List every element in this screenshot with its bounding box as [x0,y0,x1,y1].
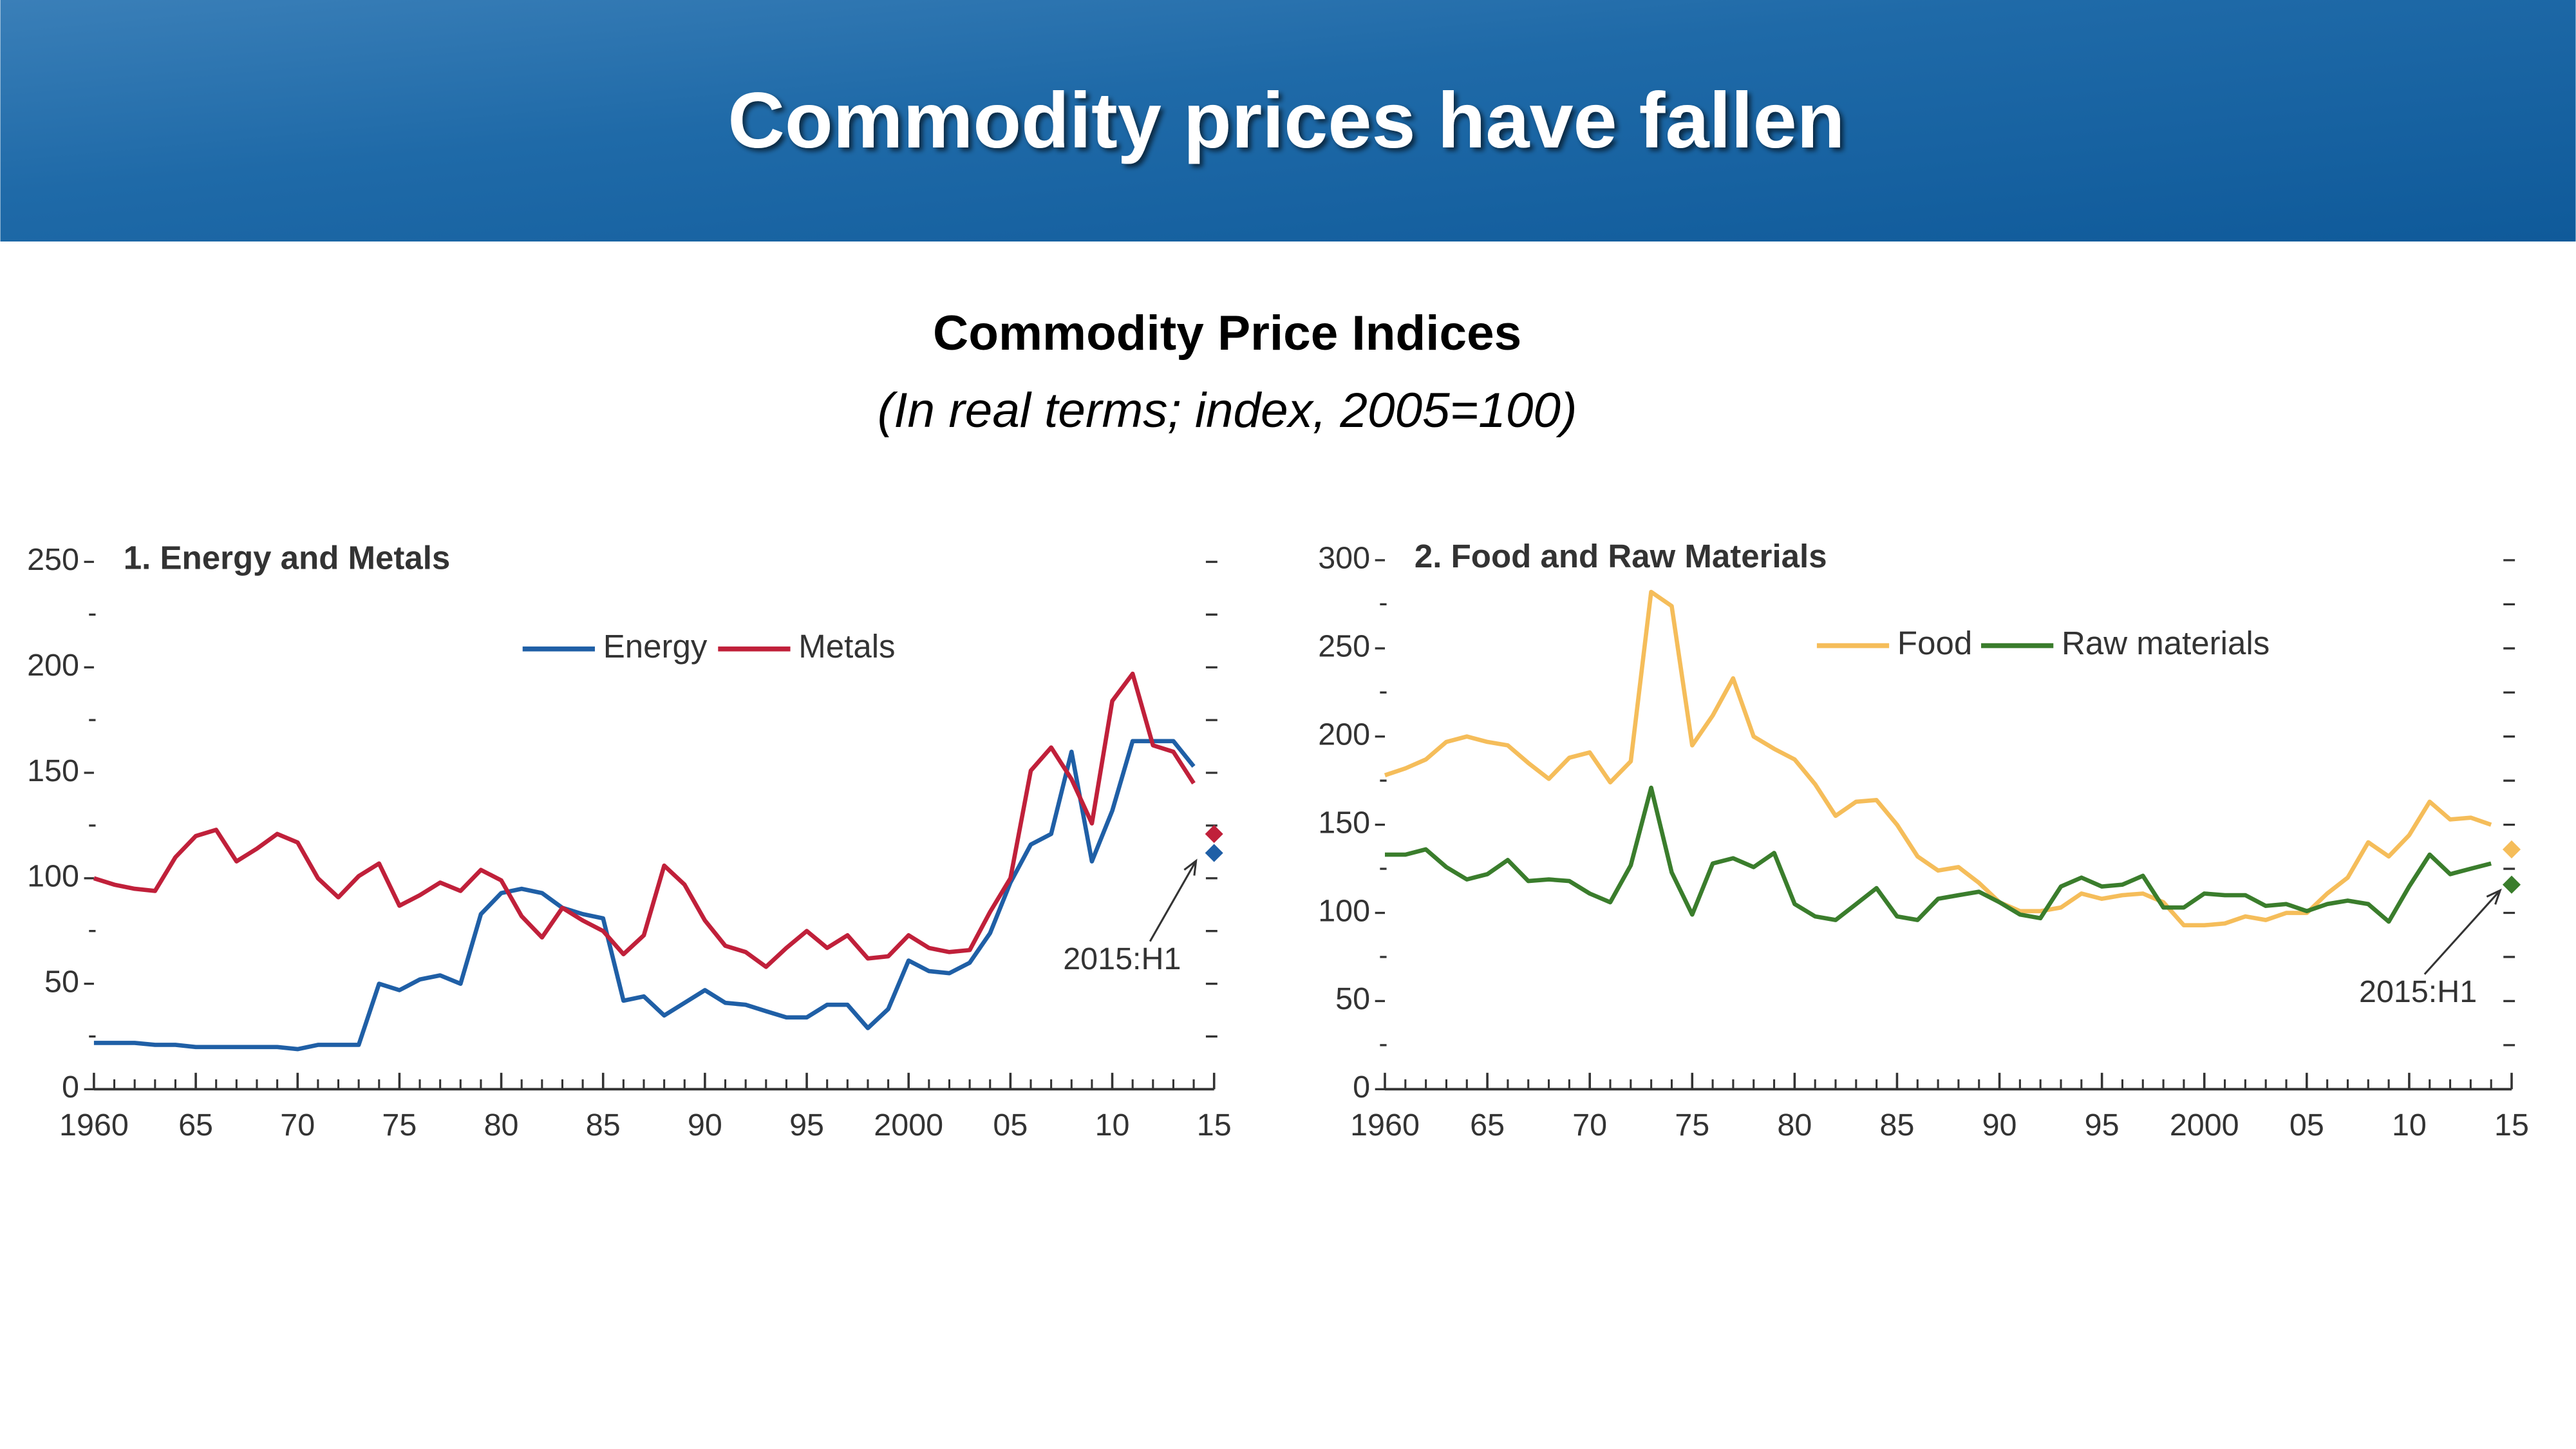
x-tick-label: 75 [1675,1108,1709,1142]
h1-marker [2502,875,2521,894]
x-tick-label: 65 [1470,1108,1505,1142]
x-tick-label: 80 [1777,1108,1812,1142]
line-series [93,671,1196,969]
y-tick-label: 0 [62,1070,79,1104]
y-tick-label: 50 [1335,981,1370,1016]
chart-subtitle: (In real terms; index, 2005=100) [878,383,1577,438]
x-tick-label: 85 [586,1108,621,1142]
x-tick-label: 70 [1572,1108,1607,1142]
y-tick-label: 150 [1318,805,1370,840]
legend-label: Energy [603,628,708,665]
y-tick-label: 0 [1353,1070,1370,1104]
y-tick-label: 300 [1318,541,1370,576]
x-tick-label: 15 [2494,1108,2529,1142]
y-tick-label: 200 [1318,717,1370,752]
annotation: 2015:H1 [1063,942,1181,976]
x-tick-label: 2000 [874,1108,943,1142]
x-tick-label: 2000 [2170,1108,2239,1142]
panel-title: 1. Energy and Metals [124,539,450,576]
h1-marker [2502,840,2521,858]
x-tick-label: 15 [1197,1108,1232,1142]
x-tick-label: 05 [2289,1108,2324,1142]
y-tick-label: 250 [27,542,79,577]
x-tick-label: 75 [382,1108,417,1142]
h1-marker [1205,824,1223,844]
line-series [1385,785,2492,924]
y-tick-label: 100 [1318,893,1370,928]
x-tick-label: 1960 [1350,1108,1420,1142]
legend-label: Food [1897,625,1972,661]
y-tick-label: 50 [44,964,79,999]
x-tick-label: 95 [789,1108,824,1142]
x-tick-label: 10 [1095,1108,1130,1142]
x-tick-label: 1960 [59,1108,129,1142]
x-tick-label: 10 [2392,1108,2427,1142]
line-series [93,739,1196,1052]
legend-label: Raw materials [2062,625,2270,661]
banner [0,0,2576,242]
y-tick-label: 100 [27,859,79,894]
y-tick-label: 150 [27,753,79,788]
chart-title: Commodity Price Indices [933,306,1521,361]
x-tick-label: 05 [993,1108,1028,1142]
x-tick-label: 90 [1982,1108,2017,1142]
y-tick-label: 200 [27,648,79,683]
legend-label: Metals [798,628,895,665]
panel-title: 2. Food and Raw Materials [1415,538,1827,574]
x-tick-label: 85 [1880,1108,1915,1142]
annotation-arrow [1149,860,1197,942]
annotation-arrowhead [2486,888,2502,905]
annotation: 2015:H1 [2359,974,2477,1009]
x-tick-label: 90 [688,1108,722,1142]
x-tick-label: 65 [178,1108,213,1142]
annotation-arrow [2423,889,2501,975]
banner-title: Commodity prices have fallen [728,76,1845,164]
h1-marker [1205,844,1223,862]
x-tick-label: 80 [484,1108,519,1142]
annotation-arrowhead [1183,858,1198,876]
y-tick-label: 250 [1318,629,1370,664]
x-tick-label: 95 [2085,1108,2120,1142]
x-tick-label: 70 [280,1108,315,1142]
